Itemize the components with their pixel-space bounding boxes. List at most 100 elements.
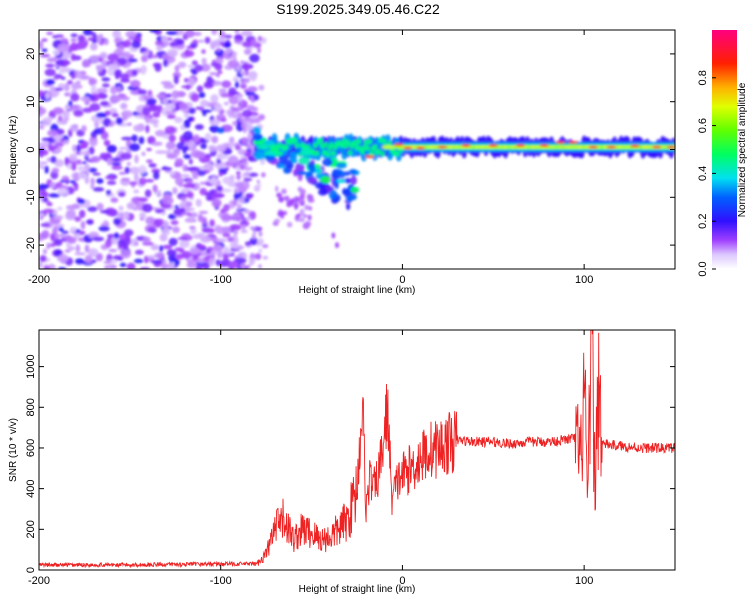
heatmap-cell (211, 30, 218, 36)
heatmap-cell (39, 212, 45, 217)
heatmap-cell (150, 244, 160, 251)
heatmap-cell (248, 125, 253, 130)
heatmap-cell (110, 85, 118, 95)
heatmap-cell (118, 171, 127, 175)
heatmap-cell (42, 197, 49, 203)
heatmap-cell (369, 150, 375, 157)
heatmap-cell (314, 150, 320, 157)
heatmap-cell (632, 145, 639, 148)
heatmap-cell (283, 144, 289, 151)
heatmap-cell (243, 126, 247, 134)
heatmap-cell (195, 198, 202, 207)
heatmap-cell (256, 242, 262, 247)
heatmap-cell (653, 146, 660, 149)
heatmap-cell (131, 69, 138, 76)
heatmap-cell (166, 93, 172, 98)
heatmap-cell (192, 134, 200, 143)
heatmap-cell (126, 202, 135, 210)
heatmap-cell (180, 174, 190, 178)
heatmap-cell (46, 242, 51, 250)
heatmap-cell (240, 60, 244, 64)
heatmap-cell (46, 31, 54, 36)
heatmap-cell (113, 217, 122, 226)
heatmap-cell (126, 161, 131, 166)
heatmap-cell (96, 202, 104, 211)
heatmap-cell (229, 105, 236, 109)
heatmap-cell (39, 261, 44, 269)
heatmap-cell (118, 191, 126, 197)
heatmap-cell (307, 176, 317, 185)
heatmap-cell (39, 54, 51, 58)
heatmap-cell (118, 146, 129, 150)
heatmap-cell (89, 138, 98, 147)
heatmap-cell (88, 146, 95, 155)
heatmap-cell (229, 224, 242, 231)
heatmap-cell (155, 40, 163, 46)
heatmap-cell (106, 144, 117, 153)
heatmap-cell (300, 148, 311, 157)
heatmap-cell (139, 212, 147, 219)
heatmap-cell (203, 83, 215, 87)
heatmap-cell (356, 138, 362, 145)
heatmap-cell (216, 185, 223, 192)
heatmap-cell (249, 95, 255, 102)
x-tick-label: 100 (575, 575, 593, 587)
x-tick-label: -100 (210, 575, 232, 587)
heatmap-cell (120, 249, 132, 259)
heatmap-cell (249, 226, 256, 230)
heatmap-cell (145, 216, 155, 225)
chart-title: S199.2025.349.05.46.C22 (276, 1, 440, 17)
snr-y-label: SNR (10 * v/v) (8, 418, 19, 482)
heatmap-cell (165, 30, 178, 36)
heatmap-cell (250, 115, 256, 120)
heatmap-cell (134, 154, 139, 164)
heatmap-cell (228, 136, 235, 144)
heatmap-cell (490, 144, 497, 147)
heatmap-cell (318, 188, 328, 196)
heatmap-cell (243, 177, 253, 182)
colorbar-tick-label: 0.2 (697, 214, 709, 229)
heatmap-cell (298, 217, 306, 223)
heatmap-cell (169, 42, 179, 47)
heatmap-cell (78, 144, 88, 149)
heatmap-cell (205, 195, 213, 201)
heatmap-cell (61, 230, 69, 235)
heatmap-cell (174, 64, 180, 72)
heatmap-cell (172, 148, 181, 156)
heatmap-cell (140, 55, 148, 63)
heatmap-cell (79, 70, 87, 76)
heatmap-cell (141, 151, 146, 157)
heatmap-cell (53, 226, 59, 230)
heatmap-cell (234, 34, 243, 41)
heatmap-cell (133, 199, 140, 206)
heatmap-cell (98, 225, 110, 232)
heatmap-cell (189, 225, 196, 230)
heatmap-cell (194, 64, 204, 72)
heatmap-cell (40, 223, 51, 227)
heatmap-cell (191, 70, 198, 75)
heatmap-cell (241, 194, 246, 199)
heatmap-cell (177, 61, 187, 69)
heatmap-cell (153, 123, 159, 128)
heatmap-cell (170, 220, 179, 226)
heatmap-cell (215, 144, 227, 153)
heatmap-cell (57, 43, 69, 53)
heatmap-cell (150, 54, 159, 59)
heatmap-cell (196, 232, 206, 237)
heatmap-cell (333, 168, 343, 175)
heatmap-cell (85, 219, 94, 225)
heatmap-cell (254, 150, 266, 156)
heatmap-cell (168, 237, 178, 247)
heatmap-cell (395, 143, 402, 146)
heatmap-cell (128, 143, 141, 152)
heatmap-cell (77, 165, 85, 172)
heatmap-cell (87, 206, 98, 213)
heatmap-cell (50, 234, 55, 242)
heatmap-cell (190, 93, 200, 102)
heatmap-cell (89, 55, 100, 63)
heatmap-cell (108, 248, 118, 253)
heatmap-cell (138, 197, 148, 203)
heatmap-cell (96, 64, 103, 73)
y-tick-label: 10 (25, 96, 37, 108)
